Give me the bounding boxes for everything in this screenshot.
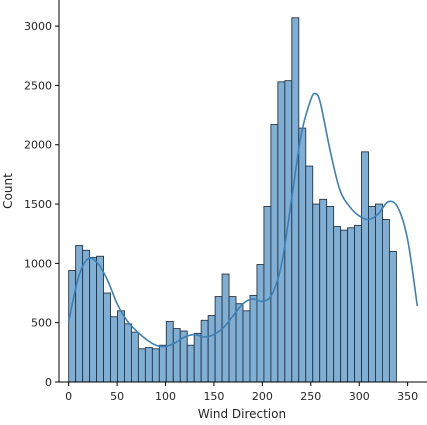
histogram-bar bbox=[193, 332, 202, 383]
histogram-bar bbox=[368, 205, 376, 383]
histogram-bar bbox=[340, 229, 349, 383]
histogram-bar bbox=[214, 296, 223, 383]
y-tick-label: 1500 bbox=[24, 198, 52, 211]
histogram-bar bbox=[103, 292, 111, 383]
histogram-bar bbox=[305, 165, 314, 383]
histogram-bar bbox=[158, 344, 167, 383]
histogram-bar bbox=[242, 310, 251, 383]
histogram-bar bbox=[89, 256, 98, 383]
histogram-bar bbox=[277, 81, 286, 383]
x-tick-label: 250 bbox=[300, 390, 321, 403]
histogram-bar bbox=[200, 319, 209, 383]
histogram-bar bbox=[326, 205, 335, 383]
histogram-bar bbox=[256, 264, 265, 383]
histogram-bar bbox=[96, 255, 104, 383]
histogram-bar bbox=[291, 17, 300, 383]
histogram-bar bbox=[165, 321, 174, 383]
histogram-bars bbox=[68, 17, 397, 383]
histogram-bar bbox=[117, 310, 125, 383]
x-tick-label: 150 bbox=[203, 390, 224, 403]
histogram-bar bbox=[110, 316, 118, 383]
histogram-bar bbox=[228, 296, 237, 383]
histogram-bar bbox=[361, 151, 369, 383]
histogram-bar bbox=[284, 80, 293, 383]
y-tick-label: 2500 bbox=[24, 79, 52, 92]
histogram-bar bbox=[298, 127, 307, 383]
histogram-bar bbox=[270, 124, 279, 383]
y-axis-title: Count bbox=[1, 173, 15, 209]
y-tick-label: 1000 bbox=[24, 257, 52, 270]
histogram-bar bbox=[382, 219, 390, 383]
histogram-bar bbox=[124, 323, 132, 383]
histogram-bar bbox=[235, 303, 244, 383]
histogram-bar bbox=[207, 315, 216, 383]
x-tick-label: 300 bbox=[349, 390, 370, 403]
x-tick-label: 100 bbox=[155, 390, 176, 403]
x-axis-ticks: 0 50 100 150 200 250 300 350 bbox=[65, 382, 418, 403]
histogram-bar bbox=[375, 203, 383, 383]
kde-curve-line bbox=[67, 92, 419, 348]
histogram-bar bbox=[68, 270, 77, 383]
histogram-bar bbox=[144, 347, 153, 383]
histogram-bar bbox=[172, 328, 181, 383]
x-tick-label: 350 bbox=[397, 390, 418, 403]
y-tick-label: 2000 bbox=[24, 139, 52, 152]
histogram-bar bbox=[354, 224, 362, 383]
histogram-bar bbox=[75, 245, 84, 383]
histogram-bar bbox=[312, 203, 321, 383]
histogram-bar bbox=[137, 348, 146, 383]
histogram-bar bbox=[347, 227, 356, 383]
x-axis-title: Wind Direction bbox=[198, 407, 286, 421]
histogram-bar bbox=[186, 344, 195, 383]
histogram-bar bbox=[333, 226, 342, 383]
histogram-bar bbox=[263, 205, 272, 383]
histogram-bar bbox=[319, 198, 328, 383]
histogram-bar bbox=[249, 294, 258, 383]
histogram-bar bbox=[82, 249, 91, 383]
y-tick-label: 3000 bbox=[24, 20, 52, 33]
y-axis-ticks: 0 500 1000 1500 2000 2500 3000 bbox=[24, 20, 59, 389]
x-tick-label: 50 bbox=[110, 390, 124, 403]
histogram-bar bbox=[130, 331, 139, 383]
histogram-bar bbox=[388, 251, 397, 383]
x-tick-label: 0 bbox=[65, 390, 72, 403]
y-tick-label: 0 bbox=[45, 376, 52, 389]
x-tick-label: 200 bbox=[252, 390, 273, 403]
y-tick-label: 500 bbox=[31, 317, 52, 330]
histogram-bar bbox=[151, 348, 160, 383]
